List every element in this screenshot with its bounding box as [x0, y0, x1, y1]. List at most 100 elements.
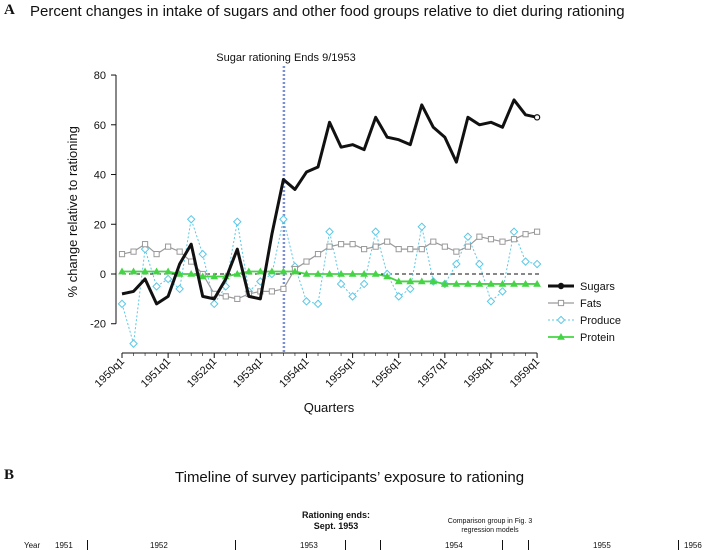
series-line-sugars	[121, 98, 538, 306]
data-point-protein	[268, 267, 276, 275]
data-point-fats	[430, 238, 437, 245]
timeline-separator	[235, 540, 236, 550]
legend-marker-produce	[556, 315, 566, 325]
data-point-produce	[452, 259, 461, 269]
data-point-produce	[532, 259, 542, 269]
data-point-produce	[232, 217, 242, 227]
data-point-fats	[314, 251, 322, 258]
legend-marker-protein	[557, 332, 565, 340]
data-point-protein	[314, 269, 322, 277]
data-point-protein	[152, 267, 161, 275]
data-point-fats	[384, 238, 391, 245]
series-line-produce	[121, 218, 538, 345]
data-point-protein	[440, 279, 449, 287]
timeline-year: 1953	[300, 541, 318, 550]
x-tick-label: 1952q1	[185, 356, 219, 390]
data-point-fats	[176, 248, 183, 255]
data-point-protein	[394, 277, 403, 285]
data-point-protein	[118, 267, 126, 275]
data-point-protein	[371, 269, 380, 277]
data-point-protein	[198, 272, 207, 280]
data-point-produce	[175, 284, 184, 294]
data-point-protein	[487, 279, 495, 287]
data-point-produce	[152, 282, 161, 291]
data-point-fats	[407, 246, 414, 253]
data-point-protein	[498, 279, 507, 287]
data-point-produce	[117, 299, 127, 309]
x-axis-title: Quarters	[304, 400, 355, 415]
y-tick-label: 0	[100, 269, 106, 281]
data-point-fats	[303, 258, 310, 265]
x-tick-label: 1955q1	[323, 356, 357, 390]
data-point-protein	[325, 269, 334, 277]
timeline-year: 1954	[445, 541, 463, 550]
data-point-produce	[498, 287, 507, 296]
x-tick-label: 1950q1	[93, 356, 127, 390]
data-point-protein	[210, 272, 219, 280]
comparison-group-label: Comparison group in Fig. 3	[447, 518, 533, 525]
data-point-protein	[244, 267, 253, 275]
data-point-fats	[464, 243, 471, 250]
data-point-fats	[487, 236, 495, 243]
data-point-fats	[326, 243, 333, 250]
data-point-protein	[406, 277, 415, 285]
data-point-produce	[279, 214, 288, 224]
legend-marker-sugars	[557, 282, 565, 290]
data-point-produce	[521, 257, 530, 266]
data-point-produce	[463, 232, 473, 242]
y-tick-label: 60	[94, 120, 106, 132]
data-point-fats	[234, 295, 241, 302]
data-point-produce	[475, 259, 484, 269]
panel-b-label: B	[4, 467, 15, 483]
data-point-produce	[325, 227, 334, 237]
y-tick-label: 20	[94, 219, 106, 231]
data-point-fats	[418, 246, 425, 253]
legend-marker-fats	[557, 299, 565, 307]
data-point-fats	[372, 243, 379, 250]
data-point-protein	[291, 267, 299, 275]
timeline-year: 1956	[684, 541, 702, 550]
comparison-group-sublabel: regression models	[461, 527, 519, 534]
timeline-year: 1955	[593, 541, 611, 550]
timeline-separator	[502, 540, 503, 550]
legend-label-sugars: Sugars	[580, 281, 615, 293]
data-point-fats	[499, 238, 506, 245]
timeline-separator	[87, 540, 88, 550]
data-point-protein	[164, 267, 173, 275]
data-point-protein	[429, 277, 438, 285]
rationing-end-annotation: Sugar rationing Ends 9/1953	[216, 52, 355, 64]
timeline-separator	[678, 540, 679, 550]
data-point-produce	[186, 214, 196, 224]
legend-label-fats: Fats	[580, 298, 602, 310]
panel-b-title: Timeline of survey participants’ exposur…	[175, 469, 525, 486]
x-tick-label: 1959q1	[508, 356, 542, 390]
data-point-produce	[405, 284, 415, 294]
series-line-fats	[121, 231, 538, 300]
x-tick-label: 1953q1	[231, 356, 265, 390]
data-point-fats	[188, 258, 195, 265]
y-tick-label: -20	[90, 319, 106, 331]
data-point-protein	[360, 269, 369, 277]
data-point-protein	[464, 279, 472, 287]
data-point-protein	[279, 267, 288, 275]
data-point-protein	[141, 267, 149, 275]
data-point-protein	[337, 269, 345, 277]
data-point-protein	[475, 279, 484, 287]
panel-a-title: Percent changes in intake of sugars and …	[30, 3, 625, 20]
rationing-ends-label: Rationing ends:	[302, 510, 370, 520]
data-point-produce	[371, 227, 380, 237]
data-point-fats	[441, 243, 448, 250]
data-point-fats	[533, 228, 541, 235]
data-point-produce	[417, 222, 427, 232]
data-point-fats	[395, 246, 402, 253]
data-point-protein	[521, 279, 530, 287]
data-point-fats	[165, 243, 172, 250]
line-chart: -20 0 20 40 60 80 % change relative to rationi…	[65, 52, 621, 415]
data-point-produce	[336, 279, 346, 289]
y-tick-label: 40	[94, 170, 106, 182]
data-point-fats	[349, 241, 356, 248]
data-point-fats	[522, 231, 529, 238]
data-point-produce	[198, 249, 208, 259]
data-point-produce	[313, 299, 323, 309]
data-point-fats	[268, 288, 275, 295]
